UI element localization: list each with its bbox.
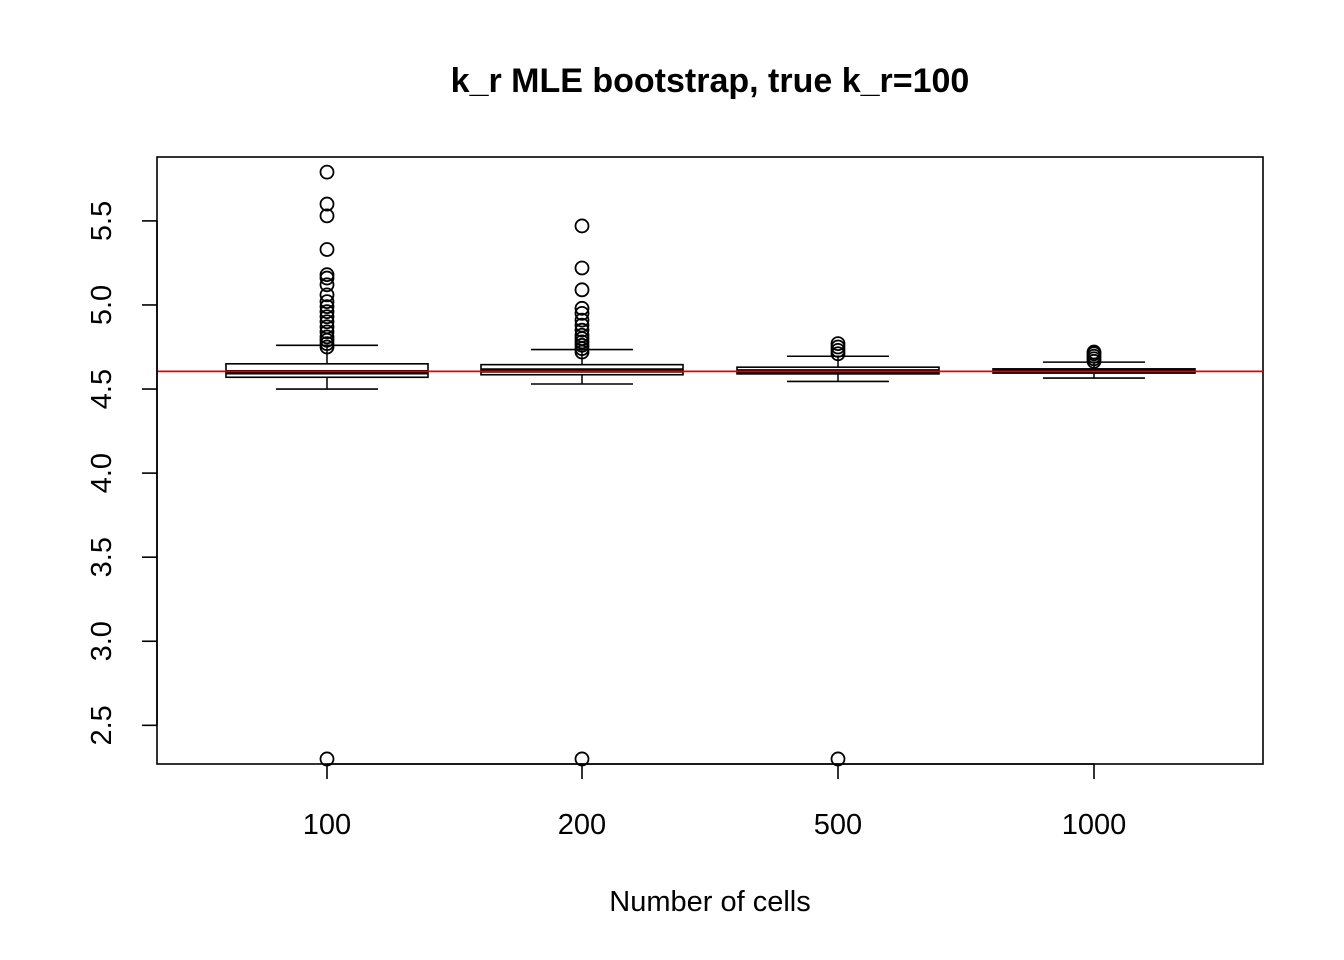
y-tick-label: 3.5 bbox=[86, 537, 118, 577]
outlier-point bbox=[574, 322, 590, 338]
chart-axes: 2.5 3.0 3.5 4.0 4.5 5.0 5.5 100 200 500 1000 bbox=[86, 201, 1126, 841]
box-group-100 bbox=[225, 164, 429, 767]
outlier-point bbox=[319, 267, 335, 283]
outlier-point bbox=[319, 196, 335, 212]
outlier-point bbox=[574, 327, 590, 343]
outlier-point bbox=[574, 218, 590, 234]
x-tick-label: 200 bbox=[558, 809, 606, 841]
box-group-500 bbox=[736, 336, 940, 767]
y-tick-label: 3.0 bbox=[86, 621, 118, 661]
outlier-point bbox=[574, 317, 590, 333]
outlier-point bbox=[319, 324, 335, 340]
y-tick-label: 2.5 bbox=[86, 705, 118, 745]
outlier-point bbox=[319, 329, 335, 345]
y-tick-label: 4.0 bbox=[86, 453, 118, 493]
outlier-point bbox=[319, 277, 335, 293]
box-group-1000 bbox=[992, 344, 1196, 379]
outlier-point bbox=[319, 309, 335, 325]
x-tick-label: 1000 bbox=[1062, 809, 1127, 841]
outlier-point bbox=[319, 164, 335, 180]
x-tick-label: 500 bbox=[814, 809, 862, 841]
x-tick-label: 100 bbox=[303, 809, 351, 841]
outlier-point bbox=[574, 305, 590, 321]
outlier-point bbox=[319, 287, 335, 303]
outlier-point bbox=[1086, 344, 1102, 360]
box-group-200 bbox=[480, 218, 684, 767]
y-tick-label: 5.5 bbox=[86, 201, 118, 241]
outlier-point bbox=[319, 319, 335, 335]
x-axis-label: Number of cells bbox=[609, 886, 810, 918]
outlier-point bbox=[319, 299, 335, 315]
outlier-point bbox=[574, 282, 590, 298]
outlier-point bbox=[574, 312, 590, 328]
outlier-point bbox=[574, 300, 590, 316]
outlier-point bbox=[319, 208, 335, 224]
chart-title: k_r MLE bootstrap, true k_r=100 bbox=[451, 62, 970, 100]
outlier-point bbox=[830, 336, 846, 352]
outlier-point bbox=[319, 314, 335, 330]
outlier-point bbox=[319, 242, 335, 257]
y-tick-label: 5.0 bbox=[86, 285, 118, 325]
y-tick-label: 4.5 bbox=[86, 369, 118, 409]
outlier-point bbox=[574, 260, 590, 276]
outlier-point bbox=[319, 304, 335, 320]
outlier-point bbox=[319, 294, 335, 310]
chart-marks bbox=[157, 164, 1263, 767]
plot-frame bbox=[156, 156, 1264, 765]
